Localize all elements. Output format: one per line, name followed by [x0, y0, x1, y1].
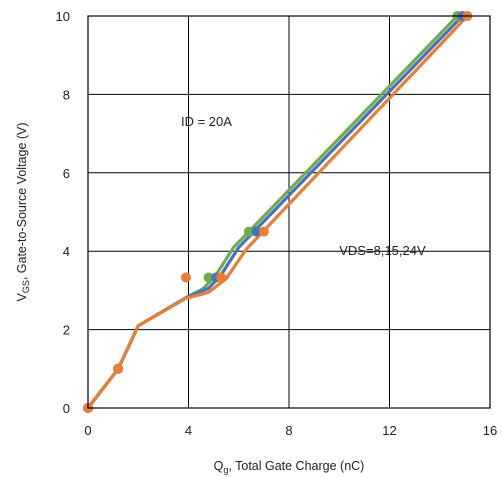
series-point-3 [180, 272, 191, 283]
y-tick-label: 10 [56, 9, 70, 24]
series-point-3 [216, 272, 227, 283]
series-line-2 [86, 14, 464, 410]
series-group [83, 11, 473, 413]
series-point-1 [243, 226, 254, 237]
y-axis-label: VGS, Gate-to-Source Voltage (V) [15, 122, 31, 301]
x-tick-label: 12 [382, 423, 396, 438]
annotations: ID = 20A VDS=8,15,24V [181, 114, 426, 258]
series-point-1 [203, 272, 214, 283]
annotation-id: ID = 20A [181, 114, 232, 129]
series-point-3 [113, 363, 124, 374]
annotation-vds: VDS=8,15,24V [339, 243, 426, 258]
y-tick-label: 2 [63, 323, 70, 338]
x-tick-label: 16 [483, 423, 497, 438]
y-tick-label: 0 [63, 401, 70, 416]
x-tick-label: 0 [84, 423, 91, 438]
series-line-3 [86, 14, 469, 410]
series-point-3 [258, 226, 269, 237]
x-tick-label: 4 [185, 423, 192, 438]
tick-labels: 0 4 8 12 16 0 2 4 6 8 10 [56, 9, 498, 438]
grid-lines [88, 16, 490, 408]
plot-area-frame [87, 15, 491, 409]
x-axis-label: Qg, Total Gate Charge (nC) [214, 459, 365, 475]
series-point-2 [251, 226, 262, 237]
y-tick-label: 4 [63, 244, 70, 259]
x-tick-label: 8 [285, 423, 292, 438]
y-tick-label: 6 [63, 166, 70, 181]
y-tick-label: 8 [63, 87, 70, 102]
